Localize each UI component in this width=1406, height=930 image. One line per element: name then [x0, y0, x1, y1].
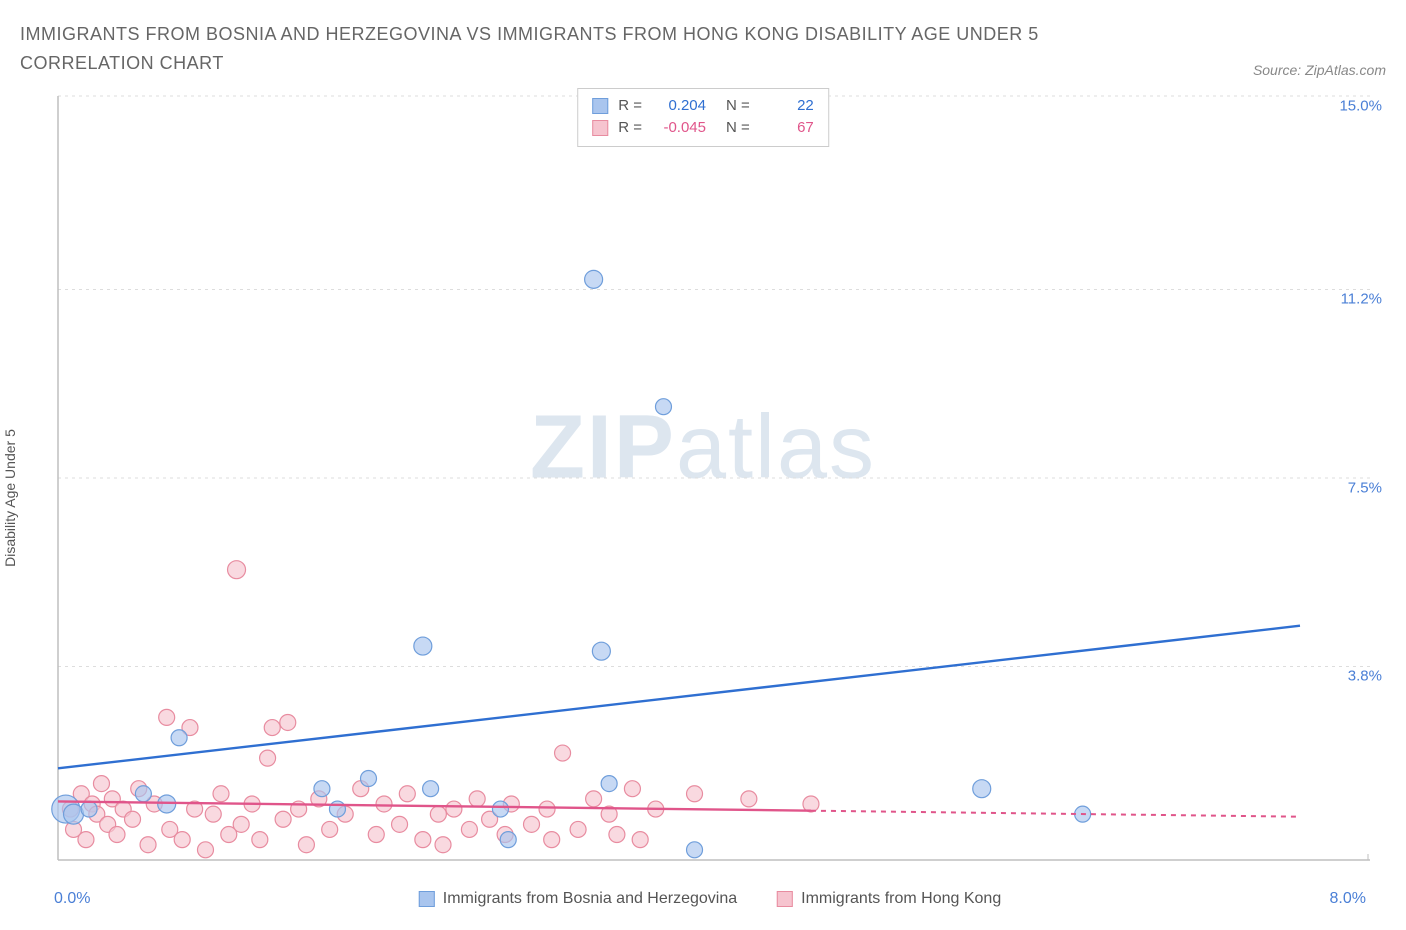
bottom-swatch-0	[419, 891, 435, 907]
legend-r-value-1: -0.045	[648, 117, 706, 140]
bottom-swatch-1	[777, 891, 793, 907]
chart-title: IMMIGRANTS FROM BOSNIA AND HERZEGOVINA V…	[20, 20, 1120, 78]
source-label: Source: ZipAtlas.com	[1253, 62, 1386, 78]
legend-n-label-0: N =	[726, 95, 750, 118]
chart-container: IMMIGRANTS FROM BOSNIA AND HERZEGOVINA V…	[20, 20, 1386, 908]
bottom-legend-item-1: Immigrants from Hong Kong	[777, 890, 1001, 908]
x-tick-left: 0.0%	[54, 890, 90, 908]
legend-r-label-1: R =	[618, 117, 642, 140]
x-tick-right: 8.0%	[1330, 890, 1366, 908]
legend-n-value-1: 67	[756, 117, 814, 140]
legend-r-label-0: R =	[618, 95, 642, 118]
legend-row-series-0: R = 0.204 N = 22	[592, 95, 814, 118]
plot-area: Disability Age Under 5 ZIPatlas R = 0.20…	[20, 88, 1386, 908]
scatter-chart	[50, 88, 1370, 868]
header-row: IMMIGRANTS FROM BOSNIA AND HERZEGOVINA V…	[20, 20, 1386, 78]
y-axis-label: Disability Age Under 5	[2, 429, 18, 567]
bottom-legend: Immigrants from Bosnia and Herzegovina I…	[419, 890, 1001, 908]
legend-r-value-0: 0.204	[648, 95, 706, 118]
legend-swatch-0	[592, 98, 608, 114]
x-axis: 0.0% Immigrants from Bosnia and Herzegov…	[50, 868, 1370, 908]
legend-n-label-1: N =	[726, 117, 750, 140]
bottom-legend-item-0: Immigrants from Bosnia and Herzegovina	[419, 890, 737, 908]
legend-n-value-0: 22	[756, 95, 814, 118]
legend-swatch-1	[592, 120, 608, 136]
legend-row-series-1: R = -0.045 N = 67	[592, 117, 814, 140]
correlation-legend: R = 0.204 N = 22 R = -0.045 N = 67	[577, 88, 829, 147]
bottom-legend-label-0: Immigrants from Bosnia and Herzegovina	[443, 890, 737, 908]
bottom-legend-label-1: Immigrants from Hong Kong	[801, 890, 1001, 908]
